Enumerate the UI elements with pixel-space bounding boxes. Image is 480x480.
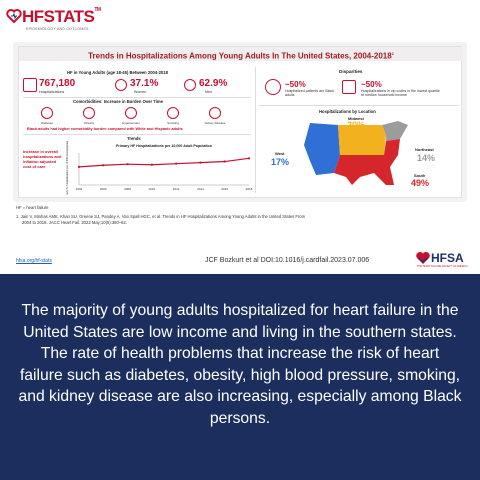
disparity-income-label: Hospitalizations in zip codes in the low…: [361, 89, 440, 97]
region-northeast-shape: [382, 121, 408, 141]
smoking-icon: [167, 107, 179, 119]
diabetes-icon: [41, 107, 53, 119]
data-point: [102, 164, 105, 167]
x-tick-label: 2014: [197, 187, 204, 191]
data-point: [223, 160, 226, 163]
region-south-shape: [334, 139, 400, 185]
comorbidity-hypertension: Hypertension: [122, 121, 140, 125]
section-divider: [23, 134, 251, 135]
disparities-title: Disparities: [339, 69, 363, 74]
region-south-label: South: [414, 173, 426, 178]
obesity-icon: [83, 107, 95, 119]
location-title: Hospitalizations by Location: [319, 109, 376, 114]
comorbidity-note: Black adults had higher comorbidity burd…: [27, 127, 183, 131]
x-tick-label: 2016: [221, 187, 228, 191]
stat-women-label: Women: [134, 90, 147, 94]
comorbidity-diabetes: Diabetes: [41, 121, 53, 125]
trend-note: Increase in overall hospitalizations and…: [23, 149, 62, 169]
data-point: [199, 161, 202, 164]
comorbidities-title: Comorbidities: Increase in Burden Over T…: [73, 99, 163, 104]
calendar-icon: [23, 78, 37, 92]
trends-title: Trends: [127, 136, 141, 141]
data-point: [247, 157, 251, 160]
region-south-value: 49%: [411, 178, 430, 188]
logo-tm: TM: [94, 7, 101, 13]
x-tick-label: 2012: [173, 187, 180, 191]
x-tick-label: 2018: [246, 187, 253, 191]
kidney-icon: [209, 107, 221, 119]
hfstats-logo: HFSTATSTM EPIDEMIOLOGY AND OUTCOMES: [6, 7, 136, 37]
chart-title: Primary HF Hospitalizations per 10,000 A…: [116, 144, 212, 148]
infographic-title: Trends in Hospitalizations Among Young A…: [19, 47, 463, 61]
logo-brand: HFSTATS: [22, 7, 95, 26]
region-west-shape: [304, 123, 340, 175]
hf-section-title: HF in Young Adults (age 18-45) Between 2…: [67, 70, 168, 75]
section-divider: [259, 105, 459, 106]
chart-y-label: Primary HF hospitalizations per 10,000 a…: [66, 141, 69, 195]
stat-men-label: Men: [205, 90, 212, 94]
stat-women-value: 37.1%: [130, 78, 159, 89]
logo-subtitle: EPIDEMIOLOGY AND OUTCOMES: [26, 27, 89, 31]
data-point: [175, 162, 178, 165]
summary-card: Trends in Hospitalizations Among Young A…: [13, 42, 467, 202]
hfsa-tagline: THE HEART FAILURE SOCIETY OF AMERICA: [417, 265, 468, 268]
data-point: [150, 163, 153, 166]
region-west-value: 17%: [271, 157, 290, 167]
x-tick-label: 2008: [124, 187, 131, 191]
trend-line-chart: Primary HF Hospitalizations per 10,000 A…: [66, 141, 253, 195]
summary-text: The majority of young adults hospitalize…: [18, 302, 462, 427]
dollar-down-icon: [342, 80, 356, 94]
woman-icon: [115, 79, 127, 91]
region-west-label: West: [275, 151, 285, 156]
hf-abbrev-footnote: HF = heart failure: [16, 205, 49, 210]
reference-line-2: 2004 to 2018. JACC Heart Fail. 2022 May;…: [22, 220, 127, 225]
stat-hospitalizations-value: 767,180: [39, 78, 76, 89]
us-region-map: [304, 121, 408, 185]
disparity-income-value: ~50%: [361, 80, 382, 89]
column-divider: [255, 67, 256, 193]
data-point: [126, 163, 129, 166]
hfsa-logo: HFSA THE HEART FAILURE SOCIETY OF AMERIC…: [415, 250, 471, 270]
region-midwest-label: Midwest: [348, 116, 364, 121]
hfsa-name: HFSA: [431, 251, 464, 265]
reference-line-1: 1. Jain V, Minhas AMK, Khan SU, Greene S…: [16, 214, 306, 219]
man-icon: [184, 79, 196, 91]
x-tick-label: 2004: [76, 187, 83, 191]
doi-citation: JCF Bozkurt et al DOI:10.1016/j.cardfail…: [205, 257, 370, 264]
stat-hospitalizations-label: Hospitalizations: [39, 90, 65, 94]
comorbidity-obesity: Obesity: [83, 121, 95, 125]
hfsa-heart-icon: [416, 252, 430, 264]
disparity-race-value: ~50%: [285, 80, 306, 89]
series-line: [78, 157, 250, 168]
heart-icon: [6, 9, 22, 24]
region-midwest-shape: [338, 125, 386, 155]
hfstats-link[interactable]: hfsa.org/hf-stats: [16, 258, 52, 264]
comorbidity-smoking: Smoking: [167, 121, 179, 125]
summary-panel: The majority of young adults hospitalize…: [0, 274, 480, 480]
x-tick-label: 2010: [149, 187, 156, 191]
section-divider: [23, 97, 251, 98]
x-tick-label: 2006: [100, 187, 107, 191]
data-point: [77, 165, 81, 168]
disparity-race-label: Hospitalized patients are Black adults: [285, 89, 335, 97]
person-icon: [265, 79, 281, 95]
region-northeast-value: 14%: [417, 153, 436, 163]
region-midwest-value: 20%: [347, 120, 366, 130]
region-northeast-label: Northeast: [415, 147, 434, 152]
comorbidity-kidney: Kidney Disease: [204, 121, 226, 125]
stat-men-value: 62.9%: [199, 78, 228, 89]
infographic-panel: HFSTATSTM EPIDEMIOLOGY AND OUTCOMES Tren…: [6, 7, 471, 270]
blood-pressure-icon: [125, 107, 137, 119]
